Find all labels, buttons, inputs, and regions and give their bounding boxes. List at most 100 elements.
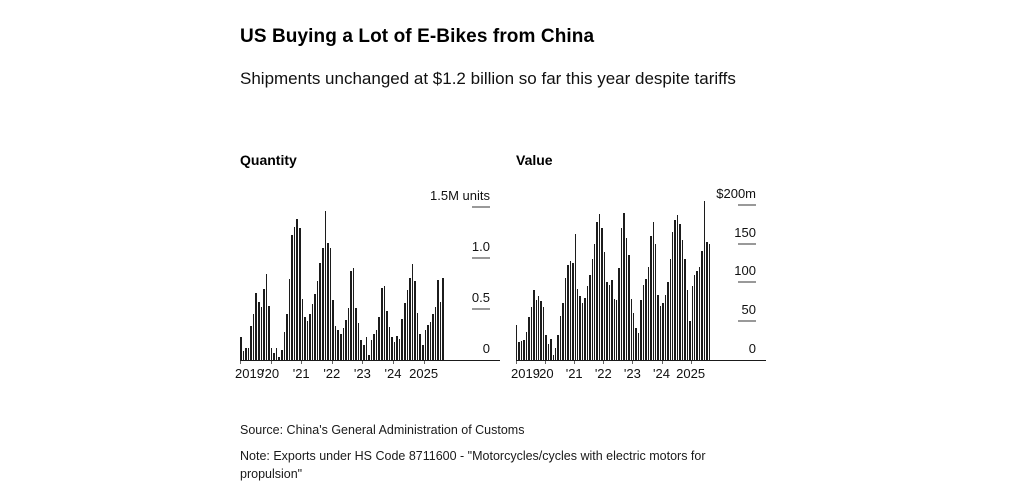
value-y-axis: 0 50 100 150 $200m [710,186,766,360]
bar [245,347,247,360]
bar [557,335,559,360]
bar [703,200,706,360]
y-tick [738,242,756,245]
page-subtitle: Shipments unchanged at $1.2 billion so f… [240,69,736,88]
bar [291,234,293,360]
bar [316,280,319,360]
bar [523,339,525,360]
bar [547,343,550,360]
bar [411,264,414,360]
bar [352,268,355,360]
bar [304,317,306,360]
bar [530,307,533,360]
y-tick-label: 0 [482,341,490,356]
y-tick [738,320,756,323]
bar [569,261,572,360]
bar [603,252,606,360]
x-tick [301,361,303,364]
x-tick [516,361,517,364]
bar [574,233,576,360]
bar [652,221,654,360]
bar [545,335,547,360]
quantity-chart: Quantity 0 0.5 1.0 1.5M units 2019'20 '21 '22… [235,152,500,383]
x-tick [331,361,333,364]
bar [388,327,391,360]
bar [698,266,701,360]
bar [628,255,630,360]
bar [684,259,686,360]
y-tick-label: 0 [748,341,756,356]
x-tick-label: 2025 [409,366,439,381]
bar [437,279,439,360]
bar [250,326,252,360]
bar [283,331,286,360]
x-tick-label: '20 [536,366,554,381]
bar [669,259,671,360]
quantity-bars [240,190,444,360]
y-tick [738,281,756,284]
bar [347,308,350,360]
bar [268,306,270,360]
bar [416,313,419,360]
x-tick [603,361,605,364]
value-x-axis: 2019'20 '21 '22 '23 '24 2025 [511,361,766,383]
bar [664,294,667,360]
bar [559,315,562,360]
bar [252,314,255,360]
bar [322,248,324,360]
bar [525,332,528,360]
bar [591,259,593,360]
bar [540,301,542,360]
bar [337,329,339,360]
bar [640,300,642,360]
y-tick [738,203,756,206]
bar [365,336,368,360]
x-tick-label: '21 [565,366,583,381]
x-tick-label: 2019 [511,366,540,381]
bar [427,325,429,360]
bar [594,243,596,360]
bar [342,328,345,360]
bar [601,228,603,360]
x-tick-label: '24 [653,366,670,381]
bar [373,333,375,360]
bar [406,289,409,360]
bar [520,341,523,360]
bar [350,271,352,360]
bar [360,339,362,360]
quantity-y-axis: 0 0.5 1.0 1.5M units [430,188,500,360]
x-tick [545,361,547,364]
y-tick [472,206,490,209]
x-tick-label: '24 [384,366,402,381]
x-tick-label: 2025 [676,366,706,381]
bar [265,273,268,360]
quantity-plot-area: 0 0.5 1.0 1.5M units [240,188,500,361]
bar [319,263,321,360]
bar [419,333,421,360]
bar [550,339,552,360]
bar [380,287,383,360]
bar [674,220,676,360]
bar [564,277,567,360]
x-tick [240,361,241,364]
source-line: Source: China's General Administration o… [240,423,525,437]
bar [528,317,530,360]
value-bars [516,190,710,360]
bar [296,218,298,360]
x-tick-label: '22 [323,366,341,381]
bar [270,347,273,360]
bar [286,314,288,360]
bar [309,314,311,360]
y-tick-label: $200m [716,185,756,201]
x-tick [574,361,576,364]
bar [618,268,620,360]
y-tick-label: 50 [741,302,756,318]
y-tick-label: 150 [734,224,756,240]
bar [393,341,396,360]
bar [625,238,628,360]
bar [657,294,659,360]
bar [409,277,411,360]
bar [278,356,280,360]
bar [439,302,442,360]
bar [562,302,564,360]
